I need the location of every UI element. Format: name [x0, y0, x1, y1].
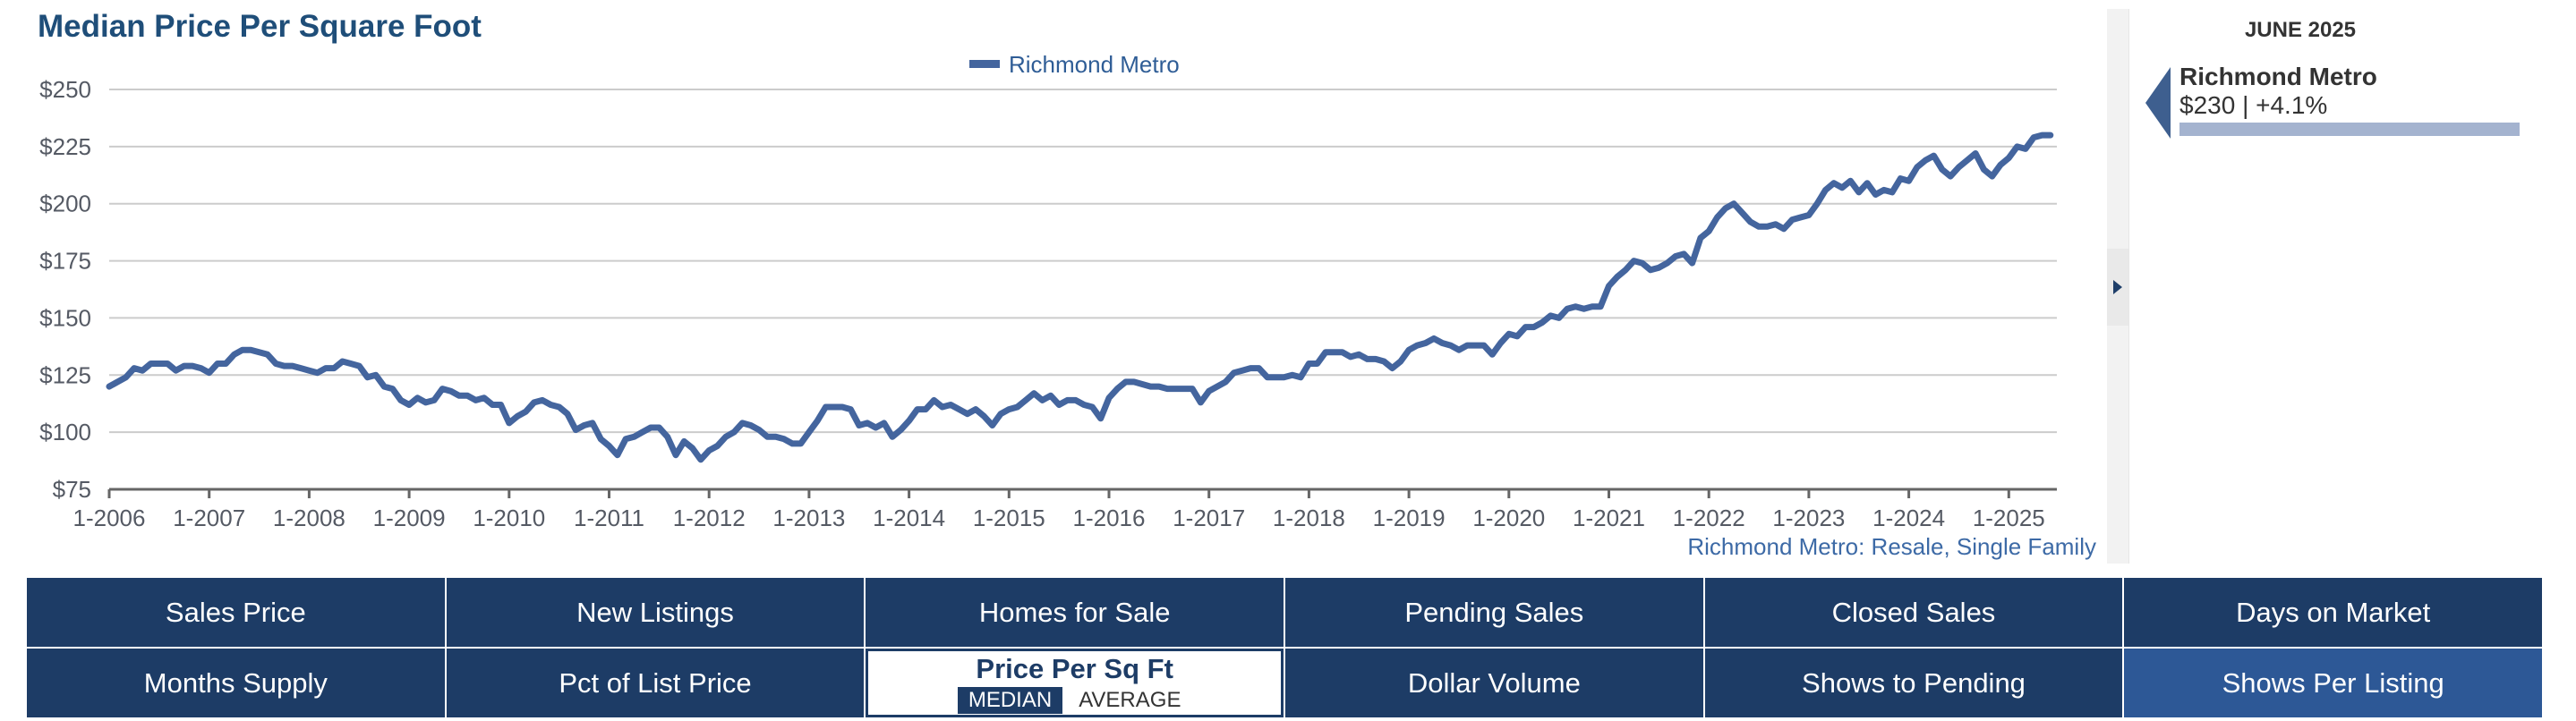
nav-days-on-market[interactable]: Days on Market [2124, 578, 2542, 647]
x-tick-label: 1-2011 [574, 505, 644, 531]
metric-nav: Sales Price New Listings Homes for Sale … [27, 578, 2542, 717]
x-tick-label: 1-2019 [1373, 505, 1446, 531]
grid-lines [109, 89, 2057, 434]
series-line-richmond-metro [106, 131, 2054, 463]
y-tick-label: $250 [39, 76, 91, 103]
summary-date: JUNE 2025 [2244, 18, 2357, 42]
x-tick-label: 1-2015 [973, 505, 1045, 531]
average-toggle[interactable]: AVERAGE [1068, 686, 1192, 714]
price-chart: $75 $100 $125 $150 $175 $200 $225 $250 1-2006 1-2… [39, 51, 2096, 560]
x-tick-label: 1-2025 [1973, 505, 2045, 531]
nav-price-per-sq-ft[interactable]: Price Per Sq Ft MEDIAN AVERAGE [866, 649, 1284, 717]
x-tick-label: 1-2024 [1872, 505, 1945, 531]
x-tick-label: 1-2018 [1273, 505, 1345, 531]
y-tick-label: $200 [39, 191, 91, 217]
x-tick-label: 1-2010 [473, 505, 545, 531]
legend-label: Richmond Metro [1009, 51, 1180, 78]
x-tick-label: 1-2014 [873, 505, 945, 531]
y-tick-label: $175 [39, 248, 91, 275]
pointer-arrow-icon [2145, 67, 2171, 139]
legend-swatch [969, 60, 1000, 68]
chart-title: Median Price Per Square Foot [38, 9, 482, 44]
summary-bar [2179, 123, 2520, 136]
summary-value: $230 | +4.1% [2179, 91, 2328, 119]
nav-shows-to-pending[interactable]: Shows to Pending [1704, 649, 2123, 717]
summary-region: Richmond Metro [2179, 63, 2377, 90]
nav-shows-per-listing[interactable]: Shows Per Listing [2124, 649, 2542, 717]
y-tick-label: $125 [39, 361, 91, 388]
x-tick-label: 1-2012 [673, 505, 746, 531]
x-tick-label: 1-2020 [1472, 505, 1545, 531]
nav-price-per-sq-ft-label: Price Per Sq Ft [976, 652, 1173, 684]
nav-closed-sales[interactable]: Closed Sales [1704, 578, 2123, 647]
y-tick-label: $150 [39, 304, 91, 331]
nav-dollar-volume[interactable]: Dollar Volume [1284, 649, 1703, 717]
y-tick-label: $100 [39, 419, 91, 445]
series-lines [106, 131, 2054, 463]
nav-sales-price[interactable]: Sales Price [27, 578, 445, 647]
median-toggle[interactable]: MEDIAN [957, 686, 1063, 714]
nav-new-listings[interactable]: New Listings [446, 578, 865, 647]
x-tick-label: 1-2017 [1173, 505, 1245, 531]
caret-right-icon [2113, 280, 2122, 294]
x-tick-label: 1-2016 [1073, 505, 1146, 531]
nav-homes-for-sale[interactable]: Homes for Sale [866, 578, 1284, 647]
axes: $75 $100 $125 $150 $175 $200 $225 $250 1-2006 1-2… [39, 76, 2057, 531]
median-average-toggle: MEDIAN AVERAGE [957, 686, 1192, 714]
nav-pct-of-list-price[interactable]: Pct of List Price [446, 649, 865, 717]
x-tick-label: 1-2008 [273, 505, 345, 531]
x-tick-label: 1-2021 [1573, 505, 1645, 531]
x-tick-label: 1-2009 [373, 505, 446, 531]
nav-pending-sales[interactable]: Pending Sales [1284, 578, 1703, 647]
y-tick-label: $75 [53, 476, 91, 503]
legend: Richmond Metro [969, 51, 1180, 78]
x-tick-label: 1-2013 [772, 505, 845, 531]
source-note: Richmond Metro: Resale, Single Family [1687, 533, 2096, 560]
x-tick-label: 1-2022 [1673, 505, 1745, 531]
x-tick-label: 1-2023 [1772, 505, 1845, 531]
nav-months-supply[interactable]: Months Supply [27, 649, 445, 717]
y-tick-label: $225 [39, 133, 91, 160]
x-tick-label: 1-2006 [73, 505, 146, 531]
x-tick-label: 1-2007 [173, 505, 245, 531]
collapse-panel-toggle[interactable] [2107, 249, 2128, 326]
